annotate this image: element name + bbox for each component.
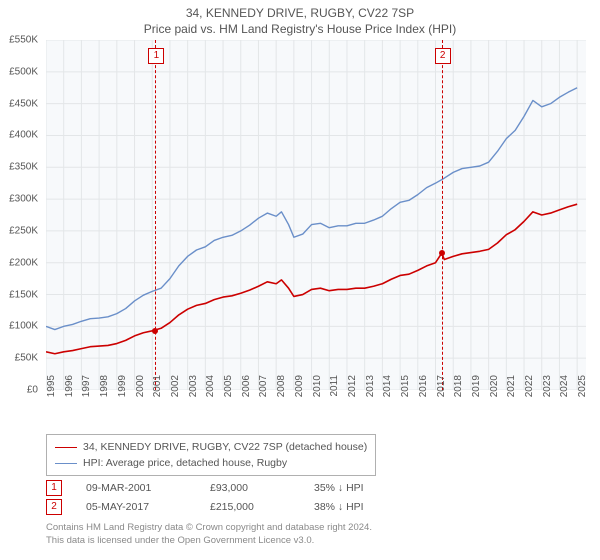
- xtick-label: 2008: [276, 375, 287, 415]
- xtick-label: 2025: [577, 375, 588, 415]
- xtick-label: 2011: [329, 375, 340, 415]
- legend-item: HPI: Average price, detached house, Rugb…: [55, 455, 367, 471]
- xtick-label: 1997: [81, 375, 92, 415]
- xtick-label: 2001: [152, 375, 163, 415]
- xtick-label: 2004: [205, 375, 216, 415]
- sale-row-hpi: 35% ↓ HPI: [314, 482, 364, 494]
- chart-subtitle: Price paid vs. HM Land Registry's House …: [0, 20, 600, 40]
- xtick-label: 1995: [46, 375, 57, 415]
- ytick-label: £550K: [0, 35, 38, 46]
- xtick-label: 1999: [117, 375, 128, 415]
- chart-title: 34, KENNEDY DRIVE, RUGBY, CV22 7SP: [0, 0, 600, 20]
- sale-row-price: £93,000: [210, 482, 290, 494]
- sale-vline: [442, 40, 443, 390]
- legend-label: HPI: Average price, detached house, Rugb…: [83, 455, 287, 471]
- chart-area: 12 £0£50K£100K£150K£200K£250K£300K£350K£…: [46, 40, 586, 390]
- xtick-label: 2020: [489, 375, 500, 415]
- legend-label: 34, KENNEDY DRIVE, RUGBY, CV22 7SP (deta…: [83, 439, 367, 455]
- sale-row-date: 09-MAR-2001: [86, 482, 186, 494]
- sale-row-hpi: 38% ↓ HPI: [314, 501, 364, 513]
- sale-dot: [439, 250, 445, 256]
- xtick-label: 2007: [258, 375, 269, 415]
- chart-svg: [46, 40, 586, 390]
- sale-row: 2 05-MAY-2017 £215,000 38% ↓ HPI: [46, 499, 590, 515]
- ytick-label: £150K: [0, 289, 38, 300]
- ytick-label: £100K: [0, 321, 38, 332]
- xtick-label: 2019: [471, 375, 482, 415]
- xtick-label: 2021: [506, 375, 517, 415]
- xtick-label: 2002: [170, 375, 181, 415]
- xtick-label: 2018: [453, 375, 464, 415]
- ytick-label: £300K: [0, 194, 38, 205]
- sale-dot: [152, 328, 158, 334]
- xtick-label: 2016: [418, 375, 429, 415]
- xtick-label: 2022: [524, 375, 535, 415]
- ytick-label: £350K: [0, 162, 38, 173]
- sale-row: 1 09-MAR-2001 £93,000 35% ↓ HPI: [46, 480, 590, 496]
- xtick-label: 2015: [400, 375, 411, 415]
- xtick-label: 1998: [99, 375, 110, 415]
- ytick-label: £250K: [0, 225, 38, 236]
- xtick-label: 2017: [436, 375, 447, 415]
- sales-table: 1 09-MAR-2001 £93,000 35% ↓ HPI 2 05-MAY-2017…: [46, 480, 590, 515]
- ytick-label: £0: [0, 385, 38, 396]
- sale-row-marker: 1: [46, 480, 62, 496]
- legend-swatch: [55, 463, 77, 464]
- xtick-label: 2023: [542, 375, 553, 415]
- legend-swatch: [55, 447, 77, 448]
- xtick-label: 2012: [347, 375, 358, 415]
- xtick-label: 2014: [382, 375, 393, 415]
- ytick-label: £200K: [0, 257, 38, 268]
- license-line-1: Contains HM Land Registry data © Crown c…: [46, 521, 590, 534]
- xtick-label: 2013: [365, 375, 376, 415]
- sale-row-marker: 2: [46, 499, 62, 515]
- sale-marker-box: 1: [148, 48, 164, 64]
- ytick-label: £500K: [0, 66, 38, 77]
- sale-marker-box: 2: [435, 48, 451, 64]
- license-text: Contains HM Land Registry data © Crown c…: [46, 521, 590, 547]
- ytick-label: £450K: [0, 98, 38, 109]
- sale-row-date: 05-MAY-2017: [86, 501, 186, 513]
- xtick-label: 2009: [294, 375, 305, 415]
- xtick-label: 2005: [223, 375, 234, 415]
- ytick-label: £50K: [0, 353, 38, 364]
- xtick-label: 2010: [312, 375, 323, 415]
- xtick-label: 2000: [135, 375, 146, 415]
- sale-vline: [155, 40, 156, 390]
- xtick-label: 2006: [241, 375, 252, 415]
- sale-row-price: £215,000: [210, 501, 290, 513]
- legend-item: 34, KENNEDY DRIVE, RUGBY, CV22 7SP (deta…: [55, 439, 367, 455]
- xtick-label: 1996: [64, 375, 75, 415]
- xtick-label: 2024: [559, 375, 570, 415]
- license-line-2: This data is licensed under the Open Gov…: [46, 534, 590, 547]
- legend: 34, KENNEDY DRIVE, RUGBY, CV22 7SP (deta…: [46, 434, 376, 476]
- ytick-label: £400K: [0, 130, 38, 141]
- xtick-label: 2003: [188, 375, 199, 415]
